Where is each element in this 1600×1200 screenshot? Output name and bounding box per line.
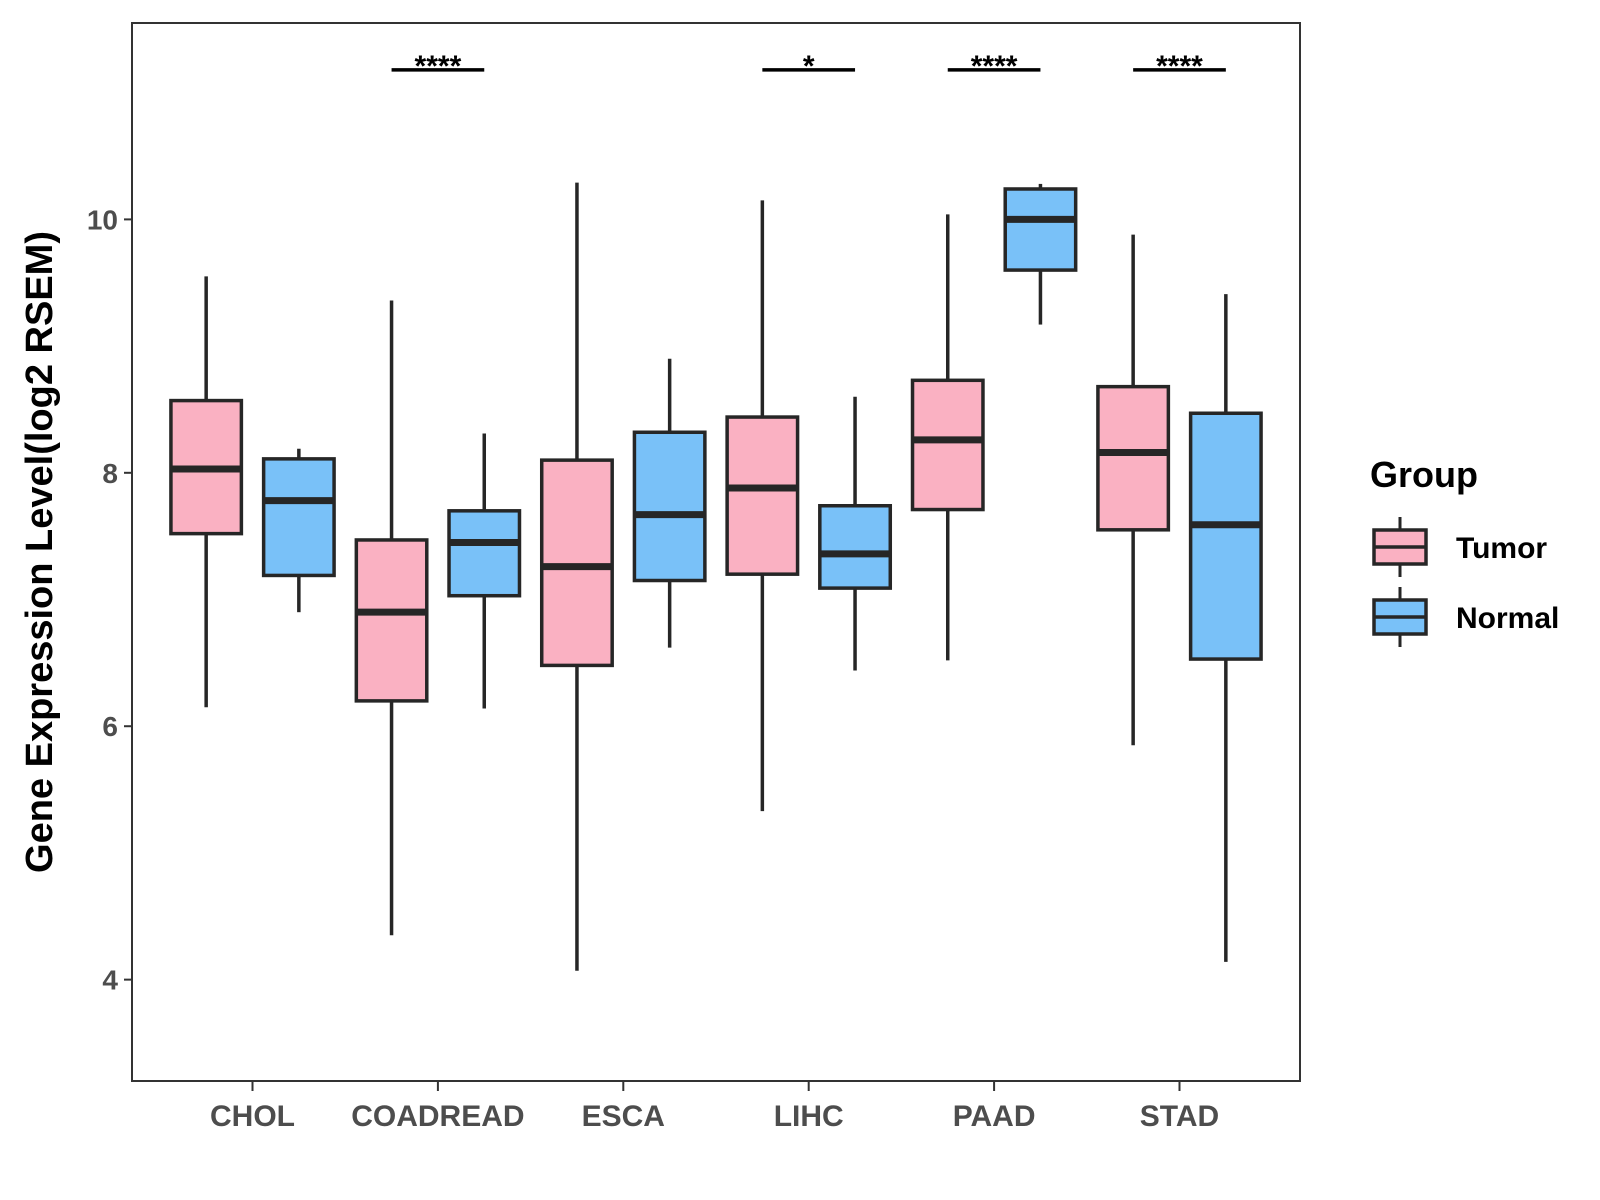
box-body — [1096, 384, 1171, 532]
y-tick-label-10: 10 — [87, 204, 118, 235]
box-tumor-chol — [169, 276, 244, 708]
box-body — [261, 457, 336, 578]
box-normal-lihc — [818, 396, 893, 671]
box-tumor-coadread — [354, 300, 429, 936]
y-tick-label-4: 4 — [102, 965, 118, 996]
y-axis: 4 6 8 10 — [87, 204, 132, 996]
box-body — [447, 509, 522, 598]
box-body — [539, 458, 614, 668]
x-tick-label-stad: STAD — [1140, 1100, 1219, 1133]
y-tick-label-6: 6 — [102, 711, 118, 742]
significance-label: * — [803, 50, 815, 83]
significance-stad: **** — [1133, 50, 1226, 83]
legend-entry-normal: Normal — [1372, 587, 1559, 647]
box-body — [1188, 411, 1263, 661]
box-normal-esca — [632, 358, 707, 648]
box-body — [632, 430, 707, 583]
box-body — [910, 378, 985, 512]
legend-entries: Tumor Normal — [1372, 517, 1559, 647]
box-tumor-paad — [910, 214, 985, 661]
box-body — [354, 538, 429, 703]
x-tick-label-chol: CHOL — [210, 1100, 295, 1133]
x-axis: CHOL COADREAD ESCA LIHC PAAD STAD — [210, 1081, 1219, 1133]
box-tumor-esca — [539, 182, 614, 971]
plot-area — [169, 182, 1263, 971]
legend-label-normal: Normal — [1456, 602, 1559, 635]
legend-label-tumor: Tumor — [1456, 532, 1547, 565]
significance-paad: **** — [947, 50, 1041, 83]
significance-label: **** — [971, 50, 1018, 83]
legend-entry-tumor: Tumor — [1372, 517, 1547, 577]
legend: Group Tumor Normal — [1370, 454, 1559, 647]
significance-annotations: **** * **** **** — [391, 50, 1226, 83]
box-body — [725, 415, 800, 576]
plot-panel-border — [131, 22, 1301, 1082]
x-tick-label-lihc: LIHC — [774, 1100, 844, 1133]
box-normal-paad — [1003, 183, 1078, 325]
box-tumor-stad — [1096, 234, 1171, 746]
significance-label: **** — [415, 50, 462, 83]
legend-title: Group — [1370, 454, 1478, 495]
box-tumor-lihc — [725, 200, 800, 812]
y-axis-label: Gene Expression Level(log2 RSEM) — [19, 231, 61, 873]
box-normal-coadread — [447, 433, 522, 709]
significance-coadread: **** — [391, 50, 485, 83]
x-tick-label-coadread: COADREAD — [351, 1100, 524, 1133]
y-tick-label-8: 8 — [102, 458, 118, 489]
x-tick-label-paad: PAAD — [953, 1100, 1036, 1133]
box-normal-chol — [261, 448, 336, 613]
significance-label: **** — [1156, 50, 1203, 83]
box-normal-stad — [1188, 294, 1263, 962]
significance-lihc: * — [762, 50, 856, 83]
x-tick-label-esca: ESCA — [582, 1100, 665, 1133]
box-body — [818, 504, 893, 590]
box-body — [1003, 187, 1078, 272]
